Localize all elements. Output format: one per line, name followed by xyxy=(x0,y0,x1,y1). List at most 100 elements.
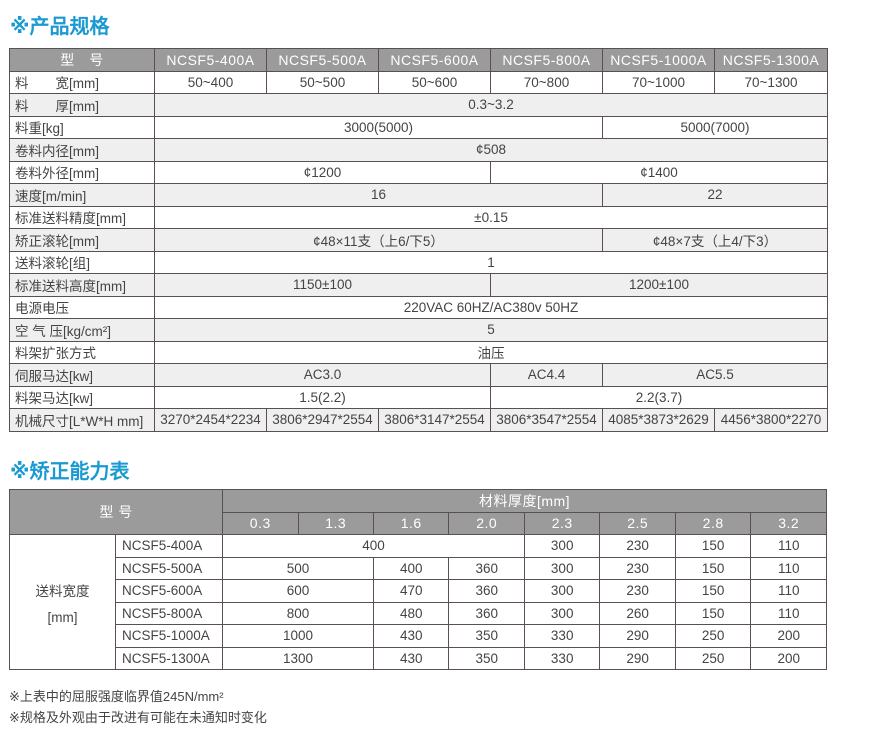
spec-row: 卷料外径[mm] ¢1200 ¢1400 xyxy=(9,160,828,184)
spec-value: 2.2(3.7) xyxy=(490,385,828,409)
spec-value: 16 xyxy=(154,183,603,207)
spec-row-label: 标准送料高度[mm] xyxy=(9,273,155,297)
spec-value: 3806*2947*2554 xyxy=(266,408,379,432)
thickness-row: 0.3 1.3 1.6 2.0 2.3 2.5 2.8 3.2 xyxy=(10,511,827,535)
spec-value: ¢1200 xyxy=(154,160,491,184)
spec-value: ¢1400 xyxy=(490,160,828,184)
model-header: NCSF5-1000A xyxy=(602,48,715,72)
capacity-value: 400 xyxy=(222,534,525,558)
thickness-value: 3.2 xyxy=(750,511,827,535)
spec-row-label: 空 气 压[kg/cm²] xyxy=(9,318,155,342)
spec-value: AC5.5 xyxy=(602,363,828,387)
capacity-value: 230 xyxy=(599,556,676,580)
capacity-value: 150 xyxy=(674,534,752,558)
model-label-header: 型 号 xyxy=(9,48,155,72)
thickness-value: 0.3 xyxy=(222,511,299,535)
thickness-value: 2.8 xyxy=(674,511,752,535)
capacity-value: 150 xyxy=(674,556,752,580)
capacity-value: 430 xyxy=(372,624,450,648)
spec-value: 0.3~3.2 xyxy=(154,93,828,117)
capacity-value: 230 xyxy=(599,579,676,603)
spec-value: 50~500 xyxy=(266,70,379,94)
capacity-section-title: ※矫正能力表 xyxy=(10,459,130,483)
capacity-value: 600 xyxy=(222,579,374,603)
spec-row: 机械尺寸[L*W*H mm] 3270*2454*2234 3806*2947*25… xyxy=(9,408,828,432)
capacity-value: 230 xyxy=(599,534,676,558)
spec-row-label: 卷料内径[mm] xyxy=(9,138,155,162)
spec-value: 1200±100 xyxy=(490,273,828,297)
side-label-main: 送料宽度 xyxy=(35,583,90,599)
spec-value: 1 xyxy=(154,250,828,274)
capacity-row: NCSF5-1000A 1000 430 350 330 290 250 200 xyxy=(10,624,827,648)
spec-row: 料 厚[mm] 0.3~3.2 xyxy=(9,93,828,117)
capacity-value: 300 xyxy=(523,534,601,558)
spec-row-label: 速度[m/min] xyxy=(9,183,155,207)
capacity-row: 送料宽度 [mm] NCSF5-400A 400 300 230 150 110 xyxy=(9,534,827,670)
capacity-value: 250 xyxy=(674,624,752,648)
capacity-value: 350 xyxy=(448,624,525,648)
model-name: NCSF5-1000A xyxy=(114,624,224,648)
capacity-value: 360 xyxy=(448,556,525,580)
capacity-value: 500 xyxy=(222,556,374,580)
spec-row: 卷料内径[mm] ¢508 xyxy=(9,138,828,162)
spec-row: 矫正滚轮[mm] ¢48×11支（上6/下5） ¢48×7支（上4/下3） xyxy=(9,228,828,252)
spec-row-label: 料 厚[mm] xyxy=(9,93,155,117)
model-header: NCSF5-400A xyxy=(154,48,267,72)
model-name: NCSF5-800A xyxy=(114,601,224,625)
spec-row-label: 标准送料精度[mm] xyxy=(9,205,155,229)
spec-value: 5000(7000) xyxy=(602,115,828,139)
capacity-value: 400 xyxy=(372,556,450,580)
model-name: NCSF5-400A xyxy=(114,534,224,558)
spec-row-label: 料架扩张方式 xyxy=(9,340,155,364)
thickness-value: 1.3 xyxy=(297,511,374,535)
capacity-value: 330 xyxy=(523,624,601,648)
capacity-header-row: 型 号材料厚度[mm] xyxy=(8,489,827,535)
capacity-value: 330 xyxy=(523,646,601,670)
spec-value: ±0.15 xyxy=(154,205,828,229)
spec-row: 空 气 压[kg/cm²] 5 xyxy=(9,318,828,342)
capacity-value: 360 xyxy=(448,601,525,625)
spec-value: ¢508 xyxy=(154,138,828,162)
spec-value: 5 xyxy=(154,318,828,342)
spec-row: 标准送料高度[mm] 1150±100 1200±100 xyxy=(9,273,828,297)
feed-width-label: 送料宽度 [mm] xyxy=(9,534,116,670)
spec-value: 50~400 xyxy=(154,70,267,94)
capacity-value: 200 xyxy=(750,624,827,648)
capacity-value: 290 xyxy=(599,624,676,648)
model-header: NCSF5-500A xyxy=(266,48,379,72)
capacity-value: 800 xyxy=(222,601,374,625)
capacity-row: NCSF5-600A 600 470 360 300 230 150 110 xyxy=(10,579,827,603)
capacity-table: 型 号材料厚度[mm] 0.3 1.3 1.6 2.0 2.3 2.5 2.8 3.2 送料宽度 [… xyxy=(8,489,827,670)
spec-value: AC3.0 xyxy=(154,363,491,387)
spec-value: ¢48×11支（上6/下5） xyxy=(154,228,603,252)
capacity-value: 300 xyxy=(523,556,601,580)
spec-value: ¢48×7支（上4/下3） xyxy=(602,228,828,252)
spec-value: 4085*3873*2629 xyxy=(602,408,715,432)
spec-value: 4456*3800*2270 xyxy=(714,408,828,432)
thickness-value: 1.6 xyxy=(372,511,450,535)
spec-row: 伺服马达[kw] AC3.0 AC4.4 AC5.5 xyxy=(9,363,828,387)
capacity-value: 1000 xyxy=(222,624,374,648)
capacity-value: 200 xyxy=(750,646,827,670)
spec-row-label: 电源电压 xyxy=(9,295,155,319)
capacity-value: 260 xyxy=(599,601,676,625)
capacity-value: 1300 xyxy=(222,646,374,670)
capacity-value: 290 xyxy=(599,646,676,670)
spec-row-label: 送料滚轮[组] xyxy=(9,250,155,274)
capacity-value: 300 xyxy=(523,601,601,625)
capacity-row: NCSF5-500A 500 400 360 300 230 150 110 xyxy=(10,556,827,580)
model-header: NCSF5-600A xyxy=(378,48,491,72)
spec-value: 50~600 xyxy=(378,70,491,94)
model-name: NCSF5-600A xyxy=(114,579,224,603)
model-header: 型 号 xyxy=(8,489,224,535)
capacity-value: 110 xyxy=(750,534,827,558)
capacity-value: 110 xyxy=(750,579,827,603)
spec-value: 70~800 xyxy=(490,70,603,94)
capacity-value: 430 xyxy=(372,646,450,670)
spec-row-label: 矫正滚轮[mm] xyxy=(9,228,155,252)
spec-row-label: 料 宽[mm] xyxy=(9,70,155,94)
model-name: NCSF5-500A xyxy=(114,556,224,580)
spec-row: 送料滚轮[组] 1 xyxy=(9,250,828,274)
capacity-row: NCSF5-800A 800 480 360 300 260 150 110 xyxy=(10,601,827,625)
capacity-value: 470 xyxy=(372,579,450,603)
